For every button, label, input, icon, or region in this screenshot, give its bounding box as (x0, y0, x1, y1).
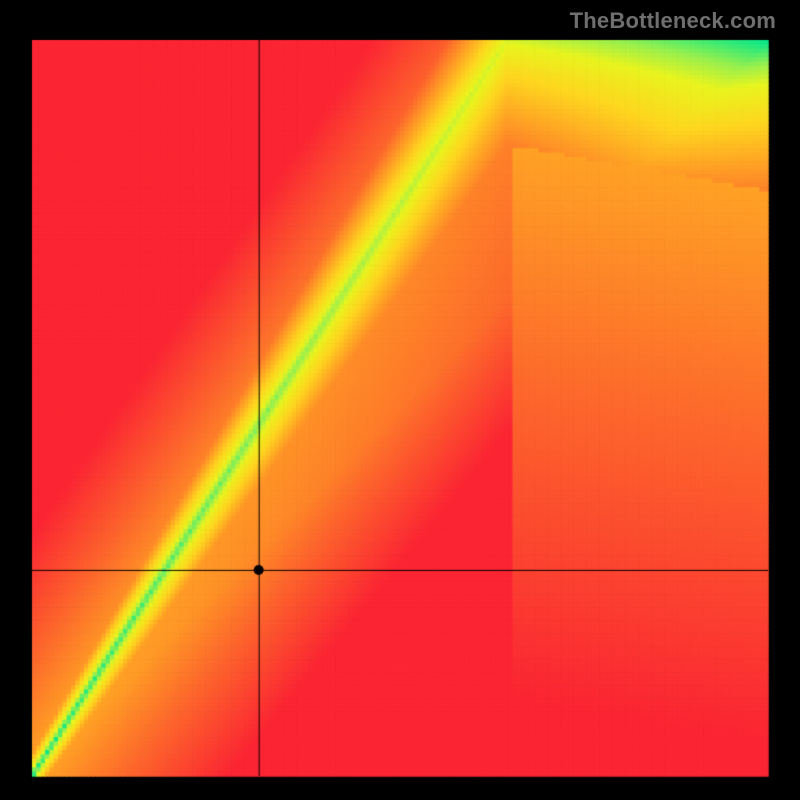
root-container: TheBottleneck.com (0, 0, 800, 800)
bottleneck-heatmap (0, 0, 800, 800)
attribution-text: TheBottleneck.com (570, 8, 776, 34)
